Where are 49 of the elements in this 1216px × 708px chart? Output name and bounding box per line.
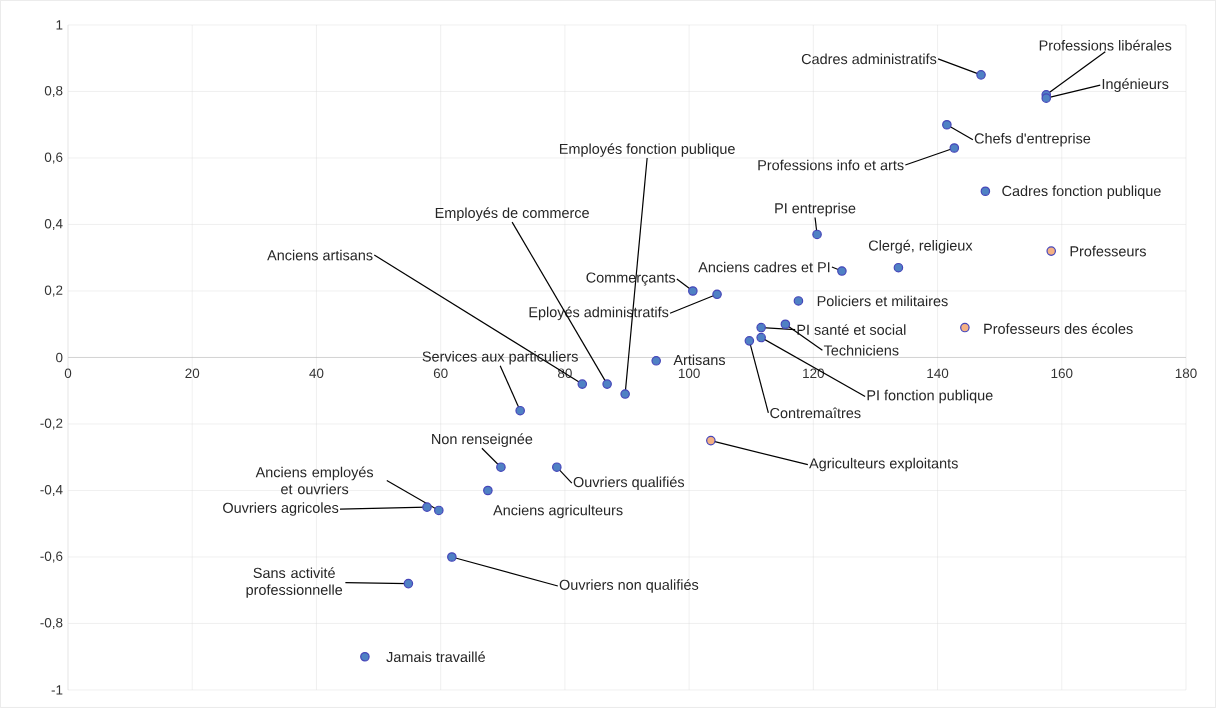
annotation: Ouvriers agricoles: [223, 502, 339, 516]
annotation: Policiers et militaires: [817, 295, 948, 307]
annotation: Clergé, religieux: [868, 239, 973, 254]
x-tick-label: 180: [1175, 368, 1197, 379]
y-tick-label: -0,4: [40, 484, 63, 497]
y-tick-label: -0,8: [40, 617, 63, 630]
annotation: PI santé et social: [797, 324, 906, 335]
annotation: Ingénieurs: [1102, 78, 1169, 92]
x-tick-label: 40: [309, 368, 324, 379]
y-tick-label: -0,2: [40, 418, 63, 430]
annotation: Professions info et arts: [758, 159, 904, 171]
annotation: Techniciens: [823, 344, 899, 356]
annotation: Professeurs des écoles: [984, 323, 1133, 334]
y-tick-label: -1: [51, 685, 63, 695]
y-tick-label: 0,8: [44, 85, 63, 98]
annotation: PI entreprise: [775, 202, 856, 217]
annotation: Ouvriers non qualifiés: [559, 579, 699, 593]
annotation: Cadres administratifs: [801, 53, 937, 65]
x-tick-label: 0: [64, 368, 72, 379]
annotation: Employés de commerce: [435, 207, 589, 221]
y-tick-label: 0,2: [44, 285, 63, 297]
y-tick-label: 0,4: [44, 218, 63, 231]
annotation: Anciens cadres et PI: [698, 261, 830, 273]
x-tick-label: 140: [927, 368, 949, 379]
x-tick-label: 120: [803, 368, 825, 379]
y-tick-label: 1: [56, 20, 63, 30]
annotation: Non renseignée: [432, 433, 533, 448]
annotation: Agriculteurs exploitants: [809, 457, 958, 472]
annotation: Contremaîtres: [770, 407, 861, 419]
y-tick-label: 0: [56, 352, 63, 363]
annotation: Anciens employés et ouvriers: [255, 466, 374, 495]
annotation: Artisans: [673, 354, 726, 366]
x-tick-label: 20: [185, 368, 200, 379]
annotation: Professeurs: [1070, 245, 1146, 257]
annotation: Chefs d'entreprise: [974, 133, 1091, 147]
x-tick-label: 100: [678, 368, 700, 379]
y-tick-label: -0,6: [40, 551, 63, 563]
annotation: Anciens agriculteurs: [493, 504, 623, 519]
annotation: Cadres fonction publique: [1002, 185, 1161, 199]
annotation: Ouvriers qualifiés: [573, 476, 685, 491]
x-tick-label: 160: [1051, 368, 1073, 379]
annotation: Jamais travaillé: [386, 651, 485, 663]
annotation: Employés fonction publique: [559, 143, 735, 157]
annotation: Professions libérales: [1039, 39, 1172, 51]
annotation: PI fonction publique: [867, 389, 993, 404]
y-tick-label: 0,6: [44, 152, 63, 164]
annotation: Sans activité professionnelle: [246, 567, 343, 598]
x-tick-label: 60: [433, 368, 448, 379]
annotation: Anciens artisans: [267, 249, 373, 261]
